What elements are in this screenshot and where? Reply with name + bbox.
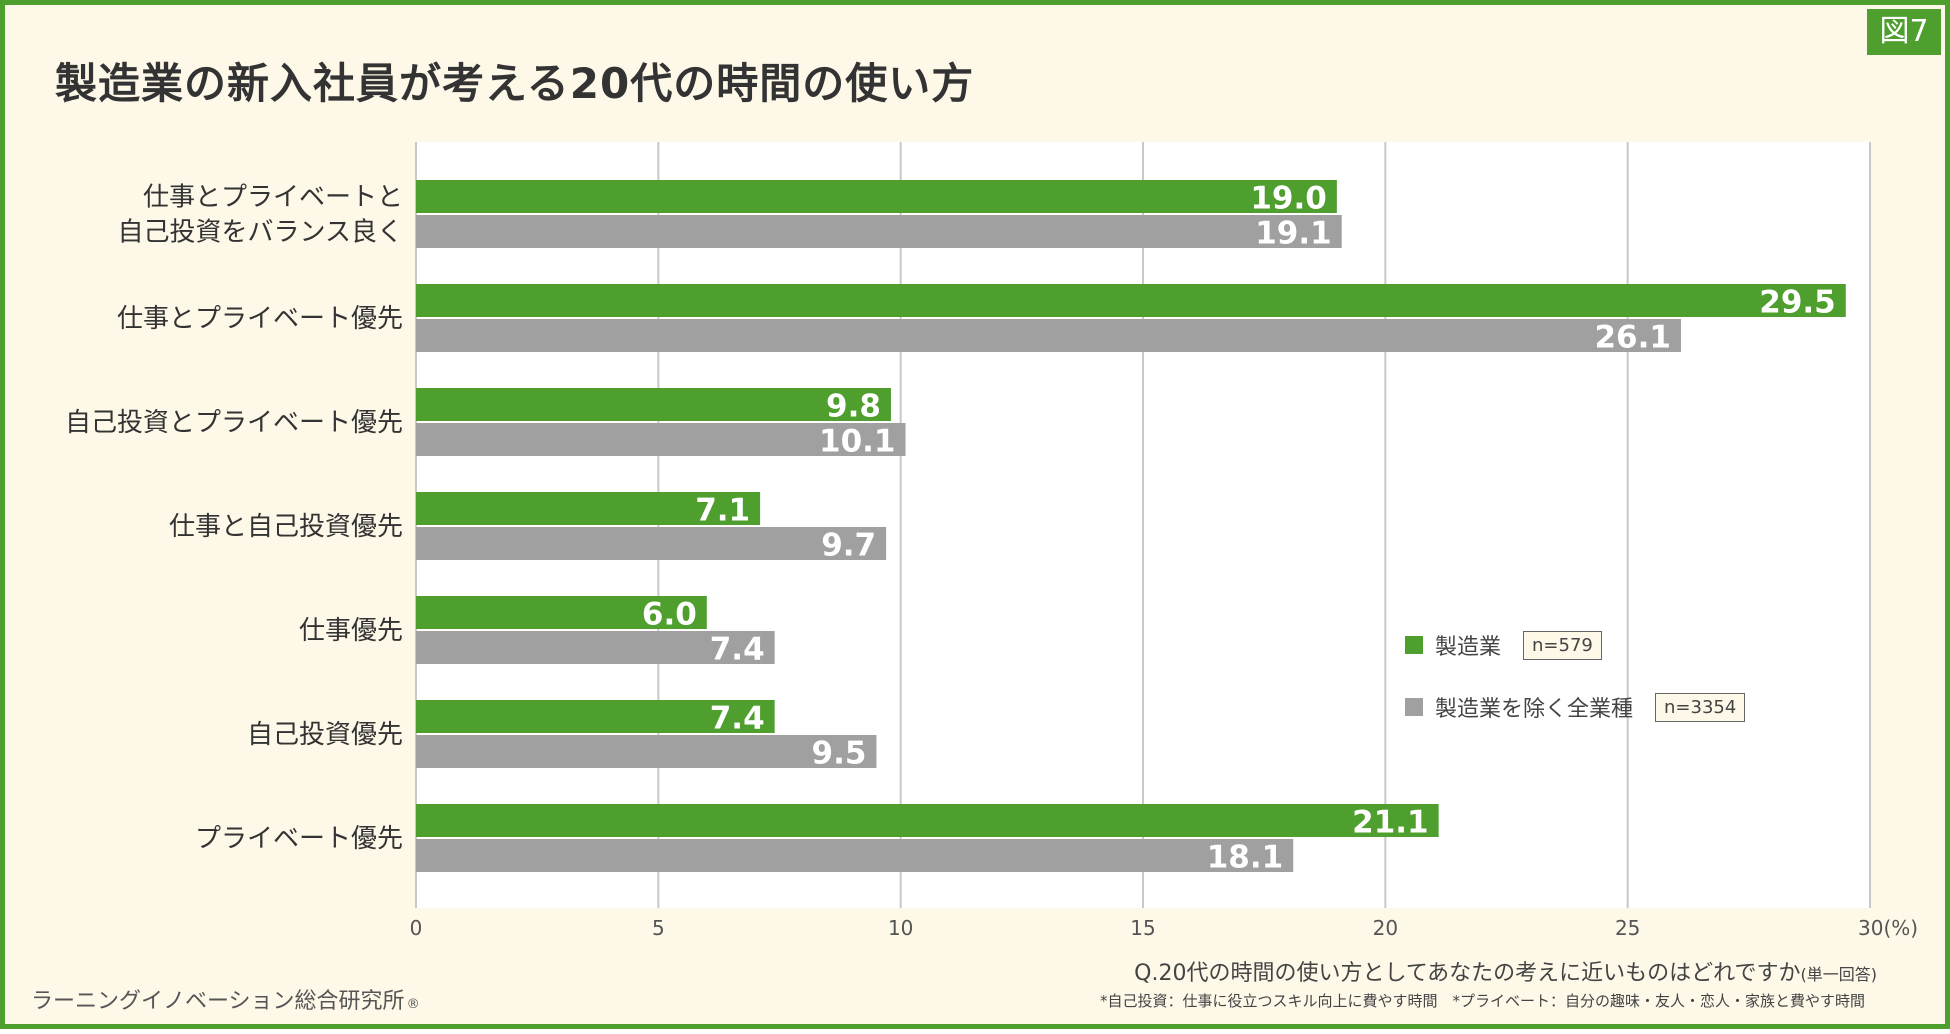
legend-n-all-industries: n=3354 — [1655, 692, 1746, 722]
legend-item-all-industries: 製造業を除く全業種 n=3354 — [1405, 691, 1746, 723]
data-label: 21.1 — [1352, 805, 1429, 841]
bar — [416, 700, 775, 733]
data-label: 9.7 — [821, 528, 876, 564]
bar — [416, 319, 1681, 352]
data-label: 9.8 — [826, 389, 881, 425]
category-label-line: 仕事と自己投資優先 — [169, 512, 403, 542]
category-label-line: 自己投資とプライベート優先 — [65, 408, 403, 438]
data-label: 7.4 — [710, 632, 765, 668]
category-label: 仕事と自己投資優先 — [169, 512, 403, 542]
x-tick-label: 25 — [1615, 916, 1640, 940]
question-text: Q.20代の時間の使い方としてあなたの考えに近いものはどれですか — [1134, 961, 1801, 986]
data-label: 6.0 — [642, 597, 697, 633]
bar — [416, 631, 775, 664]
legend-item-manufacturing: 製造業 n=579 — [1405, 629, 1602, 661]
chart-title: 製造業の新入社員が考える20代の時間の使い方 — [55, 59, 975, 108]
bar — [416, 284, 1846, 317]
x-axis-tick-labels: 0 5 10 15 20 25 30(%) — [410, 916, 1918, 940]
x-tick-label: 20 — [1373, 916, 1398, 940]
bar — [416, 527, 887, 560]
data-label: 7.4 — [710, 701, 765, 737]
legend-swatch-manufacturing — [1405, 636, 1423, 654]
source-name: ラーニングイノベーション総合研究所 — [31, 989, 405, 1014]
bar — [416, 423, 906, 456]
bars: 19.019.1 29.5 26.1 9.810.1 7.1 9.7 6.0 7.4 7.4 9.… — [416, 180, 1846, 876]
x-tick-label: 0 — [410, 916, 423, 940]
legend-label-manufacturing: 製造業 — [1435, 635, 1502, 660]
bar — [416, 492, 761, 525]
legend-label-all-industries: 製造業を除く全業種 — [1435, 697, 1634, 722]
registered-mark: ® — [406, 997, 420, 1012]
legend-n-manufacturing: n=579 — [1523, 630, 1602, 660]
data-label: 18.1 — [1207, 840, 1284, 876]
data-label: 10.1 — [819, 424, 896, 460]
x-tick-label: 15 — [1130, 916, 1155, 940]
bar — [416, 596, 707, 629]
source-credit: ラーニングイノベーション総合研究所 ® — [31, 983, 420, 1015]
footnote: *自己投資：仕事に役立つスキル向上に費やす時間 *プライベート：自分の趣味・友人… — [1099, 992, 1865, 1010]
legend-swatch-all-industries — [1405, 698, 1423, 716]
bar — [416, 839, 1294, 872]
category-label: プライベート優先 — [195, 824, 403, 854]
data-label: 9.5 — [812, 736, 867, 772]
category-label: 仕事とプライベートと自己投資をバランス良く — [118, 183, 403, 248]
x-tick-label: 10 — [888, 916, 913, 940]
bar — [416, 804, 1439, 837]
category-label-line: 自己投資優先 — [247, 720, 403, 750]
category-label: 仕事優先 — [299, 616, 403, 646]
figure-badge: 図7 — [1867, 9, 1941, 55]
category-label: 仕事とプライベート優先 — [117, 304, 403, 334]
data-label: 7.1 — [695, 493, 750, 529]
x-tick-label: 30(%) — [1858, 916, 1918, 940]
category-label: 自己投資優先 — [247, 720, 403, 750]
category-label-line: 自己投資をバランス良く — [118, 218, 403, 248]
category-label-line: プライベート優先 — [195, 824, 403, 854]
x-tick-label: 5 — [652, 916, 665, 940]
category-label-line: 仕事優先 — [299, 616, 403, 646]
category-labels: 仕事とプライベートと自己投資をバランス良く仕事とプライベート優先自己投資とプライ… — [65, 183, 403, 855]
data-label: 26.1 — [1594, 320, 1671, 356]
bar-chart: 19.019.1 29.5 26.1 9.810.1 7.1 9.7 6.0 7.4 7.4 9.… — [65, 142, 1918, 940]
bar — [416, 388, 891, 421]
bar — [416, 180, 1337, 213]
question-note: (単一回答) — [1800, 965, 1878, 984]
survey-question: Q.20代の時間の使い方としてあなたの考えに近いものはどれですか(単一回答) — [1134, 955, 1877, 987]
bar — [416, 735, 877, 768]
data-label: 19.0 — [1250, 181, 1327, 217]
bar — [416, 215, 1342, 248]
category-label-line: 仕事とプライベート優先 — [117, 304, 403, 334]
data-label: 19.1 — [1255, 216, 1332, 252]
category-label-line: 仕事とプライベートと — [143, 183, 403, 213]
data-label: 29.5 — [1759, 285, 1836, 321]
category-label: 自己投資とプライベート優先 — [65, 408, 403, 438]
